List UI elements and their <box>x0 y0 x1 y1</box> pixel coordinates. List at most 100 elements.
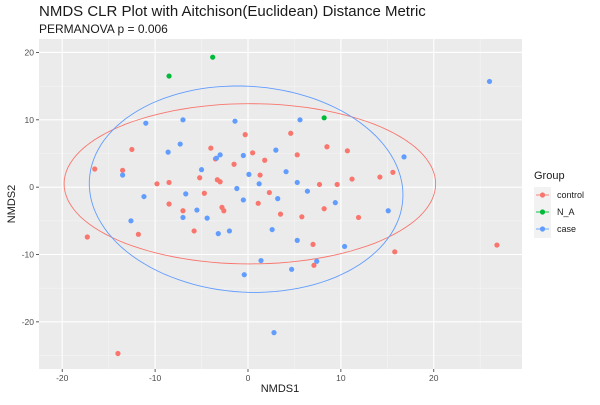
case-point <box>180 214 186 221</box>
legend-label-case: case <box>557 224 576 234</box>
case-point <box>486 78 493 85</box>
case-point <box>241 272 247 278</box>
control-point <box>221 208 227 214</box>
y-tick-label: -10 <box>22 250 35 260</box>
control-point <box>119 167 126 173</box>
case-point <box>283 169 289 175</box>
x-tick-label: 0 <box>246 373 251 383</box>
control-point <box>166 179 172 186</box>
case-point <box>289 266 295 272</box>
control-point <box>201 190 207 196</box>
N_A-point <box>166 73 172 79</box>
control-point <box>166 201 172 207</box>
control-point <box>390 169 396 175</box>
case-point <box>271 330 277 336</box>
control-point <box>92 166 98 172</box>
legend-label-control: control <box>557 190 584 200</box>
control-point <box>191 228 197 234</box>
case-point <box>143 120 149 126</box>
legend-key-point <box>539 192 546 198</box>
N_A-point <box>321 115 327 121</box>
case-point <box>294 237 300 243</box>
control-point <box>180 208 186 214</box>
case-point <box>275 196 281 202</box>
case-point <box>273 147 279 153</box>
control-point <box>310 241 316 248</box>
case-point <box>198 167 205 173</box>
control-point <box>231 161 237 167</box>
N_A-point <box>210 54 216 60</box>
legend-title: Group <box>534 170 565 182</box>
legend-key-point <box>539 226 546 232</box>
control-point <box>197 175 203 181</box>
chart-title: NMDS CLR Plot with Aitchison(Euclidean) … <box>39 3 426 20</box>
case-point <box>401 154 407 160</box>
case-point <box>385 208 391 214</box>
x-tick-label: -20 <box>56 373 69 383</box>
points <box>84 54 500 357</box>
control-point <box>255 200 261 206</box>
control-point <box>129 146 135 153</box>
case-point <box>332 200 338 206</box>
case-point <box>204 215 210 221</box>
control-point <box>84 234 90 240</box>
control-point <box>242 132 248 138</box>
case-point <box>234 185 240 192</box>
control-point <box>115 350 121 357</box>
control-point <box>277 211 284 217</box>
case-point <box>246 171 252 177</box>
case-point <box>215 231 221 237</box>
case-point <box>177 141 183 147</box>
y-axis-title: NMDS2 <box>6 185 18 224</box>
case-point <box>183 191 189 197</box>
x-axis-title: NMDS1 <box>261 383 300 395</box>
axis-ticks: -20 -10 0 10 20 -20 -10 0 10 20 <box>22 47 439 383</box>
legend-label-n_a: N_A <box>557 207 575 217</box>
control-point <box>154 181 160 187</box>
case-point <box>269 226 275 233</box>
control-point <box>344 148 350 154</box>
control-point <box>392 249 398 255</box>
y-tick-label: 0 <box>29 182 34 192</box>
case-point <box>297 117 303 123</box>
case-point <box>258 257 264 264</box>
control-point <box>266 189 272 196</box>
control-point <box>377 174 383 180</box>
control-point <box>494 242 500 248</box>
case-point <box>194 207 200 213</box>
control-point <box>294 152 300 158</box>
control-ellipse <box>63 103 437 265</box>
legend-key-point <box>539 209 546 215</box>
control-point <box>288 130 294 136</box>
case-point <box>294 179 300 186</box>
case-point <box>226 228 233 234</box>
case-point <box>217 152 223 158</box>
case-point <box>240 197 246 203</box>
case-ellipse <box>88 85 404 293</box>
case-point <box>128 218 134 224</box>
control-point <box>257 172 263 178</box>
control-point <box>262 157 268 163</box>
ellipses <box>63 85 437 293</box>
case-point <box>180 117 186 123</box>
x-tick-label: 10 <box>336 373 346 383</box>
control-point <box>217 179 223 185</box>
y-tick-label: -20 <box>22 317 35 327</box>
control-point <box>135 231 141 237</box>
control-point <box>355 214 362 221</box>
control-point <box>321 206 327 212</box>
control-point <box>349 176 355 182</box>
case-point <box>256 181 262 187</box>
x-tick-label: -10 <box>149 373 162 383</box>
case-point <box>314 258 320 264</box>
case-point <box>240 152 246 159</box>
y-tick-label: 20 <box>25 47 35 57</box>
control-point <box>250 150 256 156</box>
x-tick-label: 20 <box>429 373 439 383</box>
plot-panel <box>39 39 522 369</box>
control-point <box>334 181 340 188</box>
case-point <box>141 193 147 200</box>
control-point <box>324 144 330 150</box>
